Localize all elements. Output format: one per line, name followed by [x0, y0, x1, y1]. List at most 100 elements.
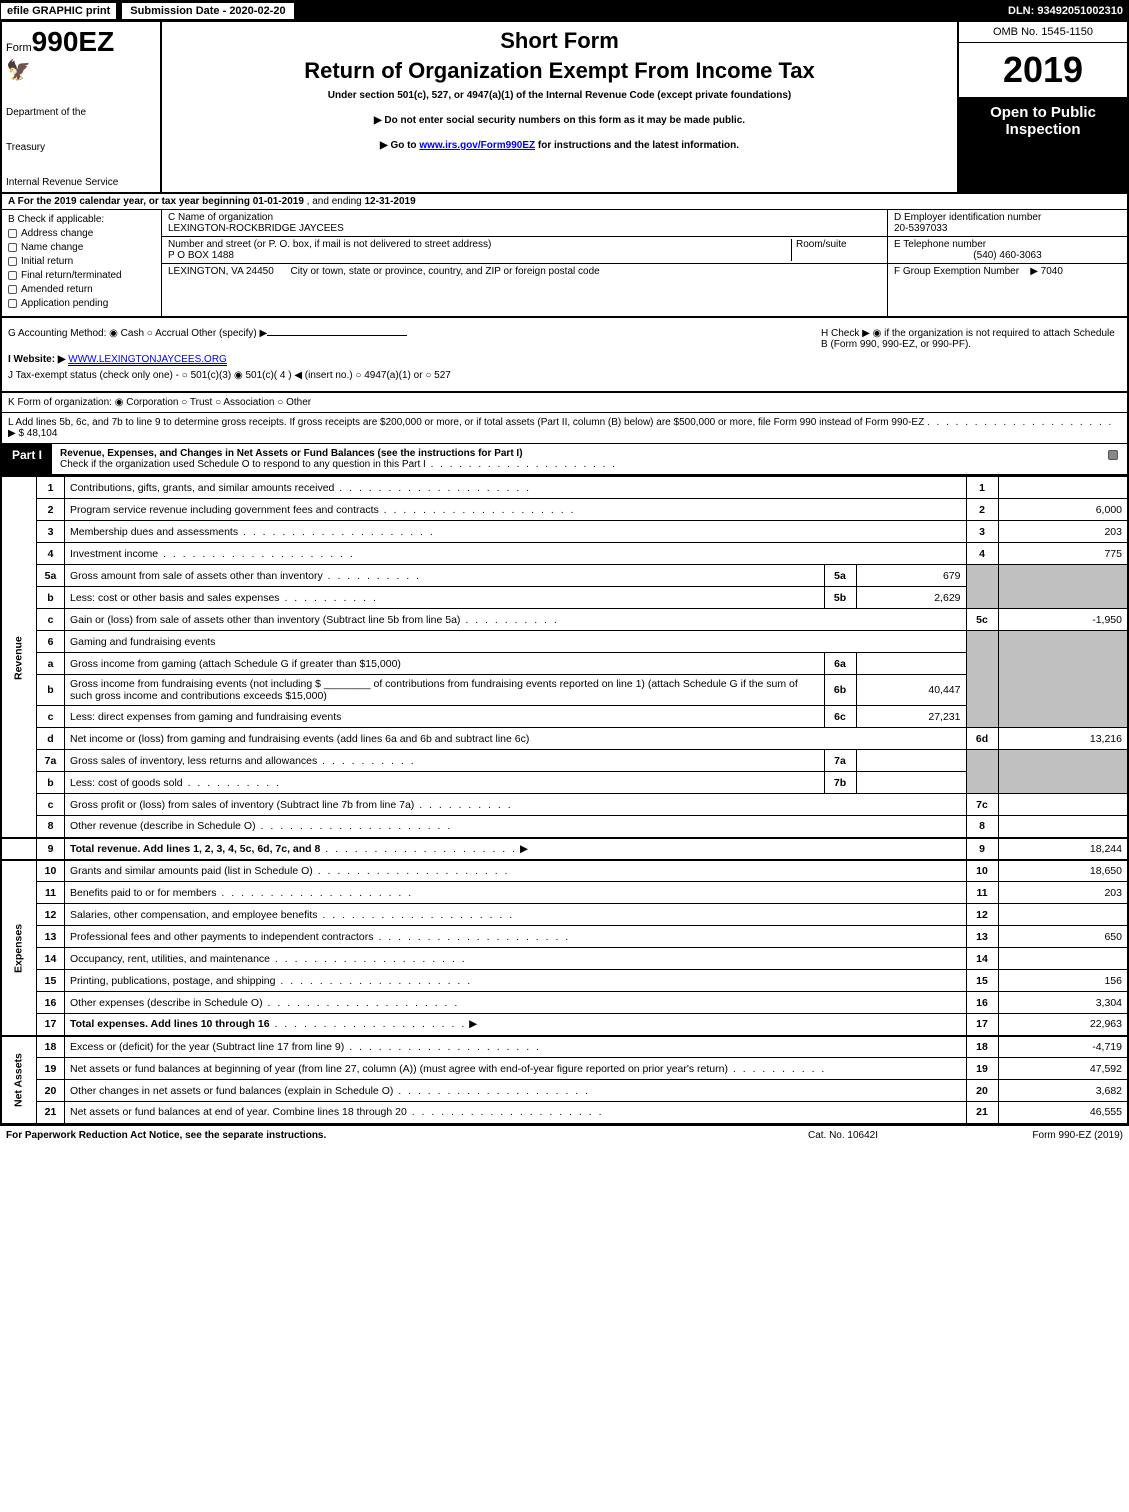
checkbox-icon[interactable] [8, 271, 17, 280]
short-form-title: Short Form [172, 28, 947, 54]
part-1-title: Revenue, Expenses, and Changes in Net As… [60, 448, 523, 459]
addr-label: Number and street (or P. O. box, if mail… [168, 239, 791, 250]
dots-icon [183, 777, 281, 789]
right-val [998, 794, 1128, 816]
part-1-table: Revenue 1 Contributions, gifts, grants, … [0, 476, 1129, 1125]
right-val: 47,592 [998, 1058, 1128, 1080]
line-desc: Salaries, other compensation, and employ… [70, 909, 317, 921]
header-left: Form990EZ 🦅 Department of the Treasury I… [2, 22, 162, 192]
line-desc: Membership dues and assessments [70, 526, 238, 538]
org-name: LEXINGTON-ROCKBRIDGE JAYCEES [168, 223, 881, 234]
line-num: 21 [37, 1102, 65, 1124]
chk-pending: Application pending [21, 298, 108, 309]
right-num: 3 [966, 521, 998, 543]
right-num: 1 [966, 477, 998, 499]
line-desc: Other revenue (describe in Schedule O) [70, 820, 256, 832]
line-k: K Form of organization: ◉ Corporation ○ … [0, 393, 1129, 413]
line-desc: Professional fees and other payments to … [70, 931, 374, 943]
other-specify-input[interactable] [267, 335, 407, 336]
right-val: -1,950 [998, 609, 1128, 631]
sub-val: 679 [856, 565, 966, 587]
goto-pre: Go to [390, 140, 419, 151]
right-val [998, 477, 1128, 499]
form-header: Form990EZ 🦅 Department of the Treasury I… [0, 22, 1129, 194]
sub-num: 6b [824, 675, 856, 706]
dots-icon [317, 755, 415, 767]
box-d: D Employer identification number 20-5397… [887, 210, 1127, 316]
dots-icon [323, 570, 421, 582]
right-val [998, 904, 1128, 926]
sub-val: 27,231 [856, 706, 966, 728]
right-num: 2 [966, 499, 998, 521]
right-num: 7c [966, 794, 998, 816]
revenue-side-label: Revenue [1, 477, 37, 838]
chk-name: Name change [21, 242, 83, 253]
right-val: 203 [998, 521, 1128, 543]
open-to-public: Open to Public Inspection [959, 98, 1127, 192]
line-num: 12 [37, 904, 65, 926]
line-num: 14 [37, 948, 65, 970]
chk-amended: Amended return [21, 284, 93, 295]
dots-icon [927, 417, 1113, 428]
irs-link[interactable]: www.irs.gov/Form990EZ [419, 140, 535, 151]
tax-year: 2019 [959, 43, 1127, 98]
right-val: 18,244 [998, 838, 1128, 860]
checkbox-icon[interactable] [8, 285, 17, 294]
sub-num: 7a [824, 750, 856, 772]
grey-cell [966, 565, 998, 609]
grey-cell [998, 631, 1128, 728]
line-desc: Benefits paid to or for members [70, 887, 216, 899]
right-num: 6d [966, 728, 998, 750]
right-val: 3,304 [998, 992, 1128, 1014]
right-num: 16 [966, 992, 998, 1014]
city-value: LEXINGTON, VA 24450 [168, 266, 274, 277]
line-desc: Gross sales of inventory, less returns a… [70, 755, 317, 767]
line-desc: Occupancy, rent, utilities, and maintena… [70, 953, 270, 965]
ein-label: D Employer identification number [894, 212, 1121, 223]
checkbox-icon[interactable] [8, 229, 17, 238]
line-desc: Gross income from fundraising events (no… [70, 678, 798, 702]
line-num: 7a [37, 750, 65, 772]
line-desc: Less: direct expenses from gaming and fu… [70, 711, 341, 723]
checkbox-icon[interactable] [8, 299, 17, 308]
dots-icon [270, 1018, 467, 1030]
line-num: 17 [37, 1014, 65, 1036]
right-num: 19 [966, 1058, 998, 1080]
efile-badge: efile GRAPHIC print [0, 2, 117, 20]
dots-icon [158, 548, 355, 560]
dots-icon [280, 592, 378, 604]
right-num: 12 [966, 904, 998, 926]
dots-icon [374, 931, 571, 943]
line-num: 20 [37, 1080, 65, 1102]
line-desc: Grants and similar amounts paid (list in… [70, 865, 313, 877]
grey-cell [998, 750, 1128, 794]
part-1-sub: Check if the organization used Schedule … [60, 459, 426, 470]
checkbox-icon[interactable] [8, 257, 17, 266]
dots-icon [270, 953, 467, 965]
website-link[interactable]: WWW.LEXINGTONJAYCEES.ORG [68, 354, 227, 366]
top-bar: efile GRAPHIC print Submission Date - 20… [0, 0, 1129, 22]
sub-val: 40,447 [856, 675, 966, 706]
part-1-header: Part I Revenue, Expenses, and Changes in… [0, 444, 1129, 476]
dots-icon [460, 614, 558, 626]
g-through-j: G Accounting Method: ◉ Cash ○ Accrual Ot… [0, 318, 1129, 393]
line-num: 18 [37, 1036, 65, 1058]
line-desc: Less: cost of goods sold [70, 777, 183, 789]
box-c: C Name of organization LEXINGTON-ROCKBRI… [162, 210, 887, 316]
goto-post: for instructions and the latest informat… [535, 140, 739, 151]
goto-line: Go to www.irs.gov/Form990EZ for instruct… [172, 140, 947, 151]
line-desc: Contributions, gifts, grants, and simila… [70, 482, 334, 494]
dots-icon [334, 482, 531, 494]
line-desc: Total revenue. Add lines 1, 2, 3, 4, 5c,… [70, 843, 320, 855]
checkbox-icon[interactable] [8, 243, 17, 252]
chk-addr: Address change [21, 228, 93, 239]
right-num: 14 [966, 948, 998, 970]
page-footer: For Paperwork Reduction Act Notice, see … [0, 1125, 1129, 1145]
line-desc: Net income or (loss) from gaming and fun… [70, 733, 529, 745]
dots-icon [275, 975, 472, 987]
addr-value: P O BOX 1488 [168, 250, 791, 261]
line-l-text: L Add lines 5b, 6c, and 7b to line 9 to … [8, 417, 924, 428]
right-val: 156 [998, 970, 1128, 992]
schedule-o-checkbox[interactable] [1108, 450, 1118, 460]
chk-final: Final return/terminated [21, 270, 122, 281]
